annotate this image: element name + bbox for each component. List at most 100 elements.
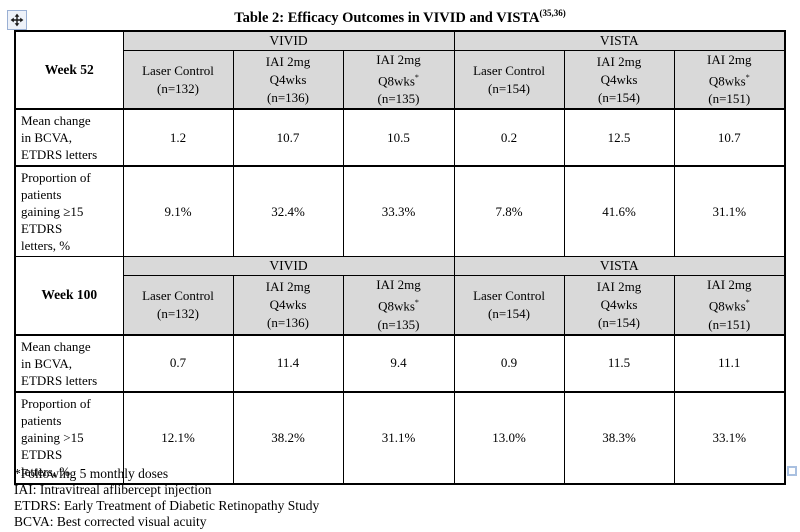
table-title-text: Table 2: Efficacy Outcomes in VIVID and …: [234, 9, 540, 26]
header-line: (n=136): [267, 314, 309, 330]
header-line: Q4wks: [269, 296, 307, 312]
header-line: IAI 2mg: [376, 52, 421, 67]
row-label-cell: Mean change in BCVA, ETDRS letters: [14, 333, 124, 393]
header-line: (n=135): [377, 91, 420, 107]
footnote-line: BCVA: Best corrected visual acuity: [14, 514, 207, 529]
header-line: Q8wks*: [708, 298, 750, 314]
value-cell: 13.0%: [453, 390, 565, 485]
value-cell: 1.2: [122, 108, 234, 167]
value-cell: 32.4%: [232, 165, 344, 258]
header-line: IAI 2mg: [596, 278, 642, 294]
row-label-line: Mean change: [21, 113, 91, 129]
row-label-line: Proportion of: [21, 395, 91, 411]
table-title-superscript: (35,36): [539, 8, 566, 18]
value-cell: 0.2: [453, 108, 565, 167]
row-label-cell: Mean change in BCVA, ETDRS letters: [14, 108, 124, 167]
footnote-line: ETDRS: Early Treatment of Diabetic Retin…: [14, 498, 320, 513]
row-label-line: ETDRS letters: [21, 147, 98, 163]
week-label-cell: Week 100: [14, 256, 124, 336]
header-line: IAI 2mg: [707, 52, 752, 67]
row-label-line: letters, %: [21, 238, 71, 254]
table-resize-handle[interactable]: [787, 466, 797, 476]
column-header-cell: Laser Control (n=132): [122, 50, 234, 110]
table-row: Proportion of patients gaining >15 ETDRS let…: [14, 390, 786, 485]
column-header-row: Laser Control (n=132) IAI 2mg Q4wks (n=136) I…: [15, 275, 786, 336]
column-header-cell: IAI 2mg Q4wks (n=136): [232, 50, 344, 110]
value-cell: 0.7: [122, 333, 234, 393]
value-cell: 12.5: [563, 108, 675, 167]
footnote-line: IAI: Intravitreal aflibercept injection: [14, 482, 212, 497]
row-label-line: in BCVA,: [21, 355, 73, 371]
column-header-cell: IAI 2mg Q8wks* (n=151): [673, 50, 786, 110]
value-cell: 9.1%: [122, 165, 234, 258]
column-header-cell: IAI 2mg Q8wks* (n=135): [342, 275, 455, 336]
value-cell: 11.4: [232, 333, 344, 393]
week-label-cell: Week 52: [14, 30, 124, 110]
header-line: (n=132): [157, 80, 199, 96]
header-line: IAI 2mg: [596, 53, 642, 69]
header-line: (n=154): [488, 305, 531, 321]
move-icon: [10, 13, 24, 27]
footnotes: *Following 5 monthly doses IAI: Intravitr…: [14, 466, 319, 530]
asterisk-superscript: *: [745, 73, 750, 82]
header-line: Q4wks: [600, 71, 638, 87]
value-cell: 41.6%: [563, 165, 675, 258]
row-label-line: ETDRS: [21, 446, 63, 462]
column-header-cell: IAI 2mg Q8wks* (n=135): [342, 50, 455, 110]
header-line: IAI 2mg: [376, 277, 421, 293]
header-line: (n=154): [488, 80, 531, 96]
row-label-cell: Proportion of patients gaining >15 ETDRS let…: [14, 390, 124, 485]
study-group-row: Week 52 VIVID VISTA: [14, 30, 786, 110]
value-cell: 38.3%: [563, 390, 675, 485]
header-line: IAI 2mg: [265, 53, 311, 69]
header-line: IAI 2mg: [265, 278, 311, 294]
study-header-cell: VIVID: [122, 256, 455, 277]
column-header-row: Laser Control (n=132) IAI 2mg Q4wks (n=136) I…: [15, 50, 786, 110]
header-line: IAI 2mg: [707, 277, 752, 293]
study-header-cell: VISTA: [453, 256, 786, 277]
header-line: Laser Control: [473, 287, 545, 303]
header-line: Q8wks*: [708, 73, 750, 89]
row-label-line: letters, %: [21, 463, 71, 479]
row-label-line: in BCVA,: [21, 130, 73, 146]
table-row: Proportion of patients gaining ≥15 ETDRS let…: [14, 165, 786, 258]
value-cell: 10.5: [342, 108, 455, 167]
column-header-cell: Laser Control (n=154): [453, 275, 565, 336]
header-line: Q8wks*: [378, 298, 419, 314]
study-group-row: Week 100 VIVID VISTA: [14, 256, 786, 336]
value-cell: 0.9: [453, 333, 565, 393]
row-label-line: Mean change: [21, 338, 91, 354]
column-header-cell: IAI 2mg Q4wks (n=136): [232, 275, 344, 336]
column-header-cell: Laser Control (n=154): [453, 50, 565, 110]
header-line: (n=151): [708, 316, 751, 332]
table-move-handle[interactable]: [7, 10, 27, 30]
column-header-cell: IAI 2mg Q4wks (n=154): [563, 275, 675, 336]
row-label-line: gaining >15: [21, 429, 84, 445]
table-title: Table 2: Efficacy Outcomes in VIVID and …: [0, 8, 800, 27]
table-row: Mean change in BCVA, ETDRS letters 1.2 10.7 1…: [14, 108, 786, 167]
row-label-line: Proportion of: [21, 170, 91, 186]
asterisk-superscript: *: [414, 73, 419, 82]
header-line: Laser Control: [473, 62, 545, 78]
value-cell: 33.3%: [342, 165, 455, 258]
asterisk-superscript: *: [745, 298, 750, 308]
value-cell: 38.2%: [232, 390, 344, 485]
column-header-cell: IAI 2mg Q4wks (n=154): [563, 50, 675, 110]
row-label-line: patients: [21, 412, 62, 428]
value-cell: 7.8%: [453, 165, 565, 258]
column-header-cell: Laser Control (n=132): [122, 275, 234, 336]
header-line: Laser Control: [142, 287, 214, 303]
header-line: (n=154): [598, 89, 641, 105]
column-header-cell: IAI 2mg Q8wks* (n=151): [673, 275, 786, 336]
header-line: (n=132): [157, 305, 199, 321]
value-cell: 33.1%: [673, 390, 786, 485]
efficacy-table-body: Week 52 VIVID VISTA Laser Control (n=132) IAI…: [14, 30, 786, 485]
row-label-line: ETDRS letters: [21, 372, 98, 388]
value-cell: 12.1%: [122, 390, 234, 485]
header-line: Q8wks*: [378, 73, 419, 89]
value-cell: 31.1%: [342, 390, 455, 485]
row-label-line: ETDRS: [21, 221, 63, 237]
header-line: (n=136): [267, 89, 309, 105]
row-label-line: patients: [21, 187, 62, 203]
